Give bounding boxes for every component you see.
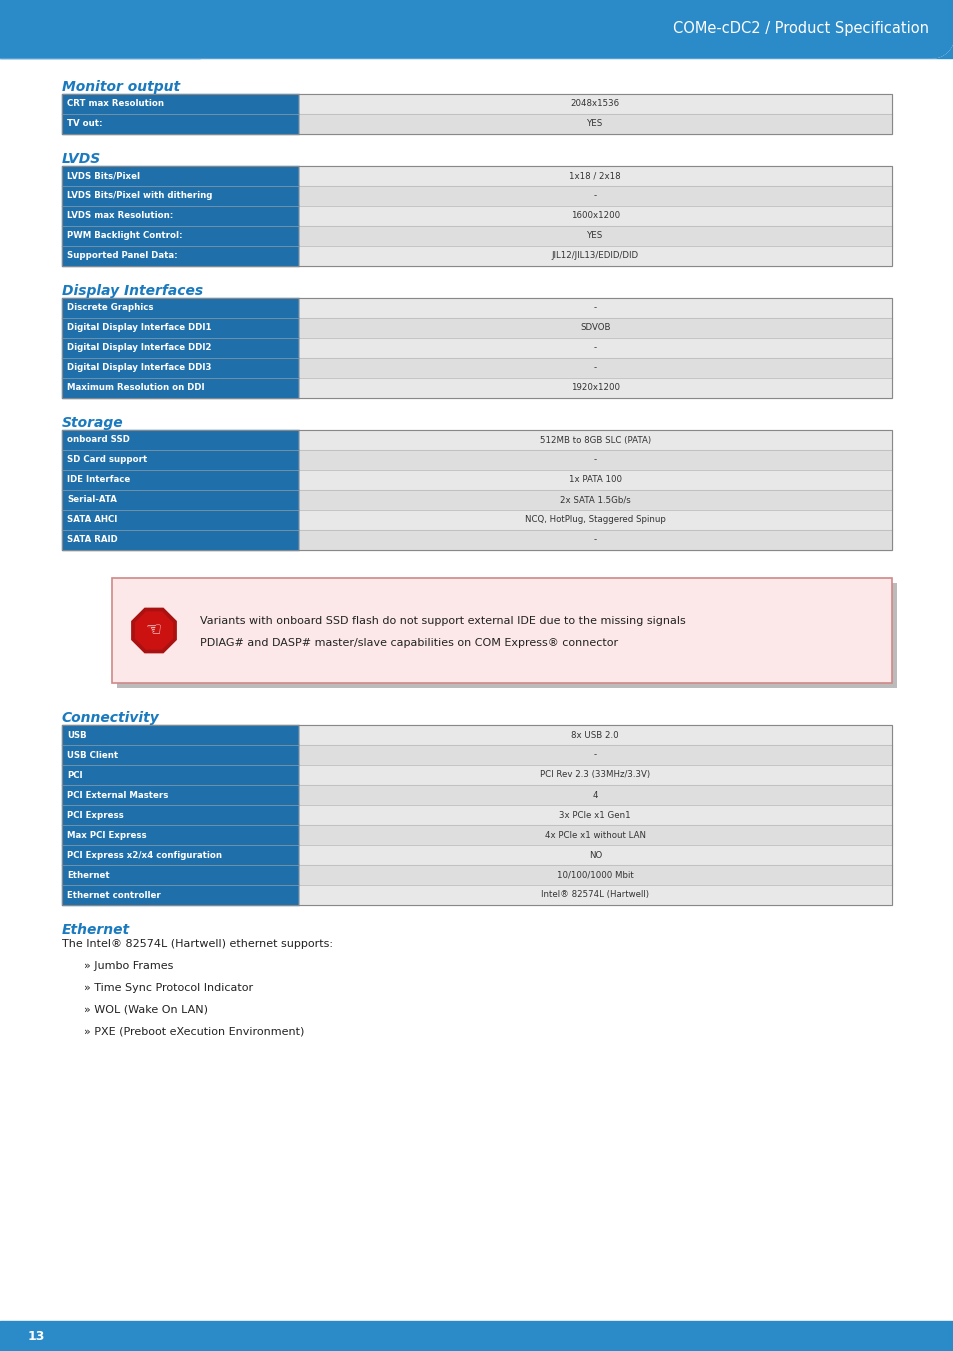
Text: 1920x1200: 1920x1200: [570, 384, 619, 393]
Text: Maximum Resolution on DDI: Maximum Resolution on DDI: [67, 384, 204, 393]
Text: SD Card support: SD Card support: [67, 455, 147, 465]
Text: ☜: ☜: [146, 620, 162, 639]
Text: SDVOB: SDVOB: [579, 323, 610, 332]
Bar: [62, 299, 891, 399]
Bar: [62, 166, 891, 266]
Text: -: -: [593, 304, 597, 312]
Text: NCQ, HotPlug, Staggered Spinup: NCQ, HotPlug, Staggered Spinup: [524, 516, 665, 524]
Text: » Jumbo Frames: » Jumbo Frames: [84, 961, 173, 971]
Text: IDE Interface: IDE Interface: [67, 476, 131, 485]
Text: PDIAG# and DASP# master/slave capabilities on COM Express® connector: PDIAG# and DASP# master/slave capabiliti…: [200, 638, 618, 647]
Text: SATA RAID: SATA RAID: [67, 535, 117, 544]
Bar: [112, 578, 891, 684]
Text: CRT max Resolution: CRT max Resolution: [67, 100, 164, 108]
Text: 10/100/1000 Mbit: 10/100/1000 Mbit: [557, 870, 633, 880]
Text: » WOL (Wake On LAN): » WOL (Wake On LAN): [84, 1005, 208, 1015]
Text: 8x USB 2.0: 8x USB 2.0: [571, 731, 618, 739]
Text: 1x18 / 2x18: 1x18 / 2x18: [569, 172, 620, 181]
Text: Ethernet: Ethernet: [67, 870, 110, 880]
Text: TV out:: TV out:: [67, 119, 102, 128]
Text: » PXE (Preboot eXecution Environment): » PXE (Preboot eXecution Environment): [84, 1027, 304, 1038]
Text: 512MB to 8GB SLC (PATA): 512MB to 8GB SLC (PATA): [539, 435, 650, 444]
FancyBboxPatch shape: [0, 0, 953, 58]
Text: 1x PATA 100: 1x PATA 100: [568, 476, 621, 485]
Text: COMe-cDC2 / Product Specification: COMe-cDC2 / Product Specification: [672, 22, 928, 36]
Text: USB: USB: [67, 731, 87, 739]
Text: Digital Display Interface DDI3: Digital Display Interface DDI3: [67, 363, 212, 373]
Text: » Time Sync Protocol Indicator: » Time Sync Protocol Indicator: [84, 984, 253, 993]
Text: 4: 4: [592, 790, 598, 800]
Polygon shape: [132, 608, 176, 653]
Text: LVDS Bits/Pixel: LVDS Bits/Pixel: [67, 172, 140, 181]
Text: Max PCI Express: Max PCI Express: [67, 831, 147, 839]
Text: 3x PCIe x1 Gen1: 3x PCIe x1 Gen1: [558, 811, 631, 820]
Text: PCI Express: PCI Express: [67, 811, 124, 820]
Text: 13: 13: [28, 1329, 46, 1343]
Text: PCI External Masters: PCI External Masters: [67, 790, 168, 800]
Text: PCI: PCI: [67, 770, 83, 780]
Text: USB Client: USB Client: [67, 751, 118, 759]
Polygon shape: [135, 612, 172, 648]
Text: Storage: Storage: [62, 416, 124, 430]
Text: 1600x1200: 1600x1200: [570, 212, 619, 220]
Text: Digital Display Interface DDI2: Digital Display Interface DDI2: [67, 343, 212, 353]
Text: PCI Express x2/x4 configuration: PCI Express x2/x4 configuration: [67, 851, 222, 859]
Bar: [62, 95, 891, 134]
Bar: [62, 725, 891, 905]
Text: -: -: [593, 363, 597, 373]
Text: Monitor output: Monitor output: [62, 80, 180, 95]
Bar: [62, 430, 891, 550]
Text: SATA AHCI: SATA AHCI: [67, 516, 117, 524]
Text: NO: NO: [588, 851, 601, 859]
Text: -: -: [593, 192, 597, 200]
Text: Connectivity: Connectivity: [62, 711, 159, 725]
Text: Serial-ATA: Serial-ATA: [67, 496, 117, 504]
Text: LVDS max Resolution:: LVDS max Resolution:: [67, 212, 173, 220]
Text: 4x PCIe x1 without LAN: 4x PCIe x1 without LAN: [544, 831, 645, 839]
Text: PCI Rev 2.3 (33MHz/3.3V): PCI Rev 2.3 (33MHz/3.3V): [539, 770, 650, 780]
Text: Discrete Graphics: Discrete Graphics: [67, 304, 153, 312]
Text: 2048x1536: 2048x1536: [570, 100, 619, 108]
Text: -: -: [593, 535, 597, 544]
Text: LVDS Bits/Pixel with dithering: LVDS Bits/Pixel with dithering: [67, 192, 213, 200]
Text: 2x SATA 1.5Gb/s: 2x SATA 1.5Gb/s: [559, 496, 630, 504]
Text: -: -: [593, 343, 597, 353]
Text: PWM Backlight Control:: PWM Backlight Control:: [67, 231, 182, 240]
Text: YES: YES: [586, 231, 602, 240]
Text: Ethernet: Ethernet: [62, 923, 130, 938]
Text: -: -: [593, 751, 597, 759]
Text: JIL12/JIL13/EDID/DID: JIL12/JIL13/EDID/DID: [551, 251, 639, 261]
Text: LVDS: LVDS: [62, 153, 101, 166]
Text: Display Interfaces: Display Interfaces: [62, 284, 203, 299]
Polygon shape: [0, 0, 953, 58]
Text: Supported Panel Data:: Supported Panel Data:: [67, 251, 177, 261]
Text: The Intel® 82574L (Hartwell) ethernet supports:: The Intel® 82574L (Hartwell) ethernet su…: [62, 939, 333, 948]
Text: Digital Display Interface DDI1: Digital Display Interface DDI1: [67, 323, 212, 332]
Text: Intel® 82574L (Hartwell): Intel® 82574L (Hartwell): [540, 890, 649, 900]
Polygon shape: [0, 0, 953, 58]
Text: Ethernet controller: Ethernet controller: [67, 890, 161, 900]
Text: -: -: [593, 455, 597, 465]
Bar: [117, 584, 896, 688]
Text: onboard SSD: onboard SSD: [67, 435, 130, 444]
Text: YES: YES: [586, 119, 602, 128]
Text: Variants with onboard SSD flash do not support external IDE due to the missing s: Variants with onboard SSD flash do not s…: [200, 616, 685, 626]
